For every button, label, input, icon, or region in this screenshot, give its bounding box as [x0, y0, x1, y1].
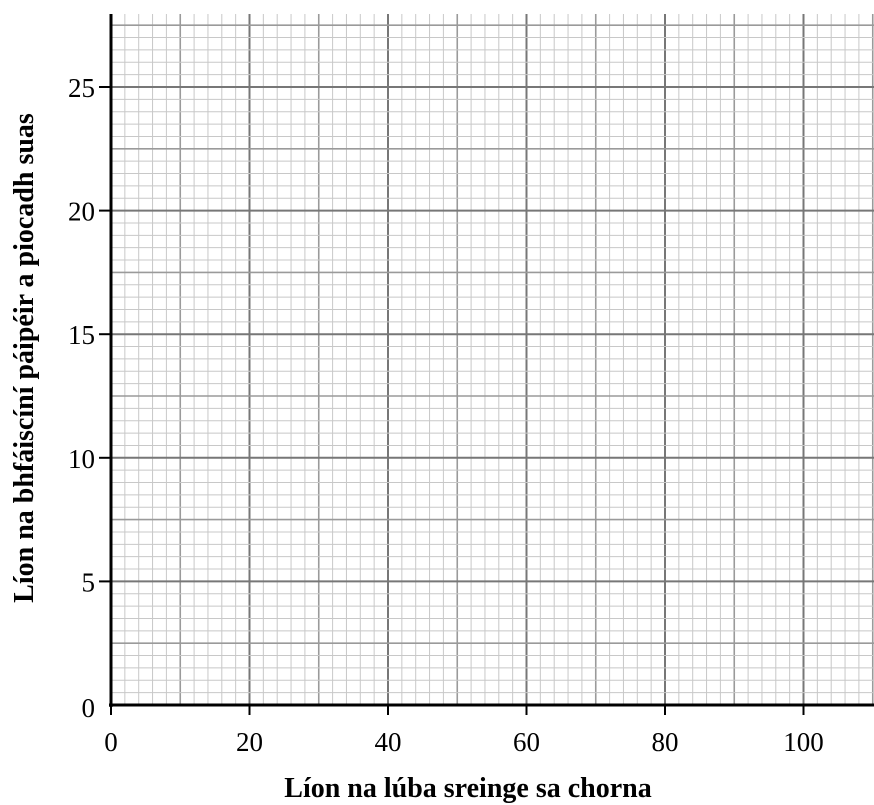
- x-axis-title: Líon na lúba sreinge sa chorna: [284, 773, 651, 804]
- axes: [109, 14, 874, 707]
- y-tick-label: 15: [68, 320, 95, 350]
- y-tick-label: 20: [68, 197, 95, 227]
- x-tick-label: 0: [104, 727, 118, 757]
- tick-labels: 0 20 40 60 80 100 0 5 10 15 20 25: [68, 73, 824, 757]
- y-tick-label: 25: [68, 73, 95, 103]
- x-tick-label: 40: [375, 727, 402, 757]
- y-tick-label: 5: [82, 567, 96, 597]
- y-axis-title: Líon na bhfáiscíní páipéir a piocadh sua…: [9, 113, 40, 603]
- y-tick-label: 10: [68, 444, 95, 474]
- x-tick-label: 80: [652, 727, 679, 757]
- x-tick-label: 20: [236, 727, 263, 757]
- y-tick-label: 0: [82, 693, 96, 723]
- x-tick-label: 60: [513, 727, 540, 757]
- grid: [110, 14, 874, 706]
- x-tick-label: 100: [783, 727, 824, 757]
